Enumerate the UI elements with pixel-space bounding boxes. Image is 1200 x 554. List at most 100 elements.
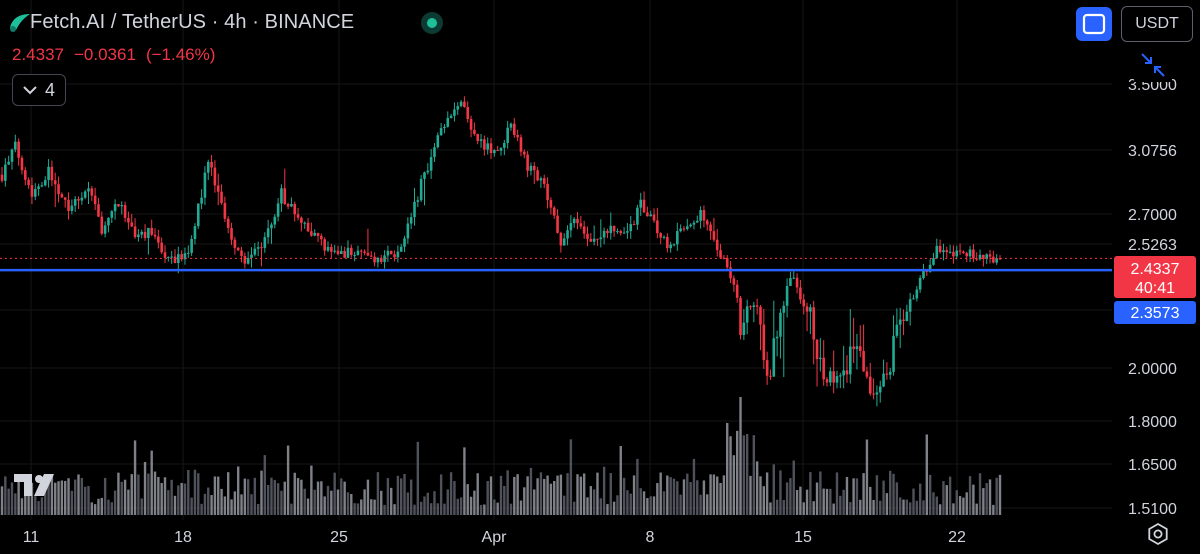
indicators-toggle-button[interactable]: 4	[12, 74, 66, 106]
candle-body	[609, 225, 613, 234]
market-open-icon[interactable]	[421, 12, 443, 34]
volume-bar	[995, 477, 998, 515]
candle-body	[60, 194, 64, 198]
candle-body	[785, 285, 789, 306]
candle-body	[220, 191, 223, 203]
volume-bar	[872, 499, 875, 515]
volume-bar	[659, 472, 662, 515]
volume-bar	[785, 482, 789, 515]
volume-bar	[775, 499, 779, 515]
candle-body	[386, 250, 390, 256]
candle-body	[399, 246, 403, 252]
candle-body	[612, 225, 616, 232]
candle-body	[962, 251, 965, 254]
time-axis[interactable]: 11 18 25 Apr 8 15 22	[23, 529, 966, 546]
volume-bar	[982, 488, 985, 515]
candle-body	[113, 204, 117, 212]
volume-bar	[835, 472, 839, 515]
volume-bar	[765, 472, 769, 515]
volume-bar	[915, 500, 919, 515]
candle-body	[626, 231, 629, 233]
volume-bar	[582, 473, 586, 515]
volume-bar	[849, 502, 852, 515]
volume-bar	[968, 476, 972, 515]
candle-body	[559, 232, 563, 246]
candle-body	[43, 180, 47, 186]
collapse-icon[interactable]	[1134, 48, 1172, 82]
candle-body	[40, 185, 44, 187]
candle-body	[619, 231, 623, 234]
volume-bar	[256, 504, 260, 515]
volume-bar	[799, 486, 802, 515]
volume-bar	[64, 480, 67, 515]
candle-body	[429, 157, 433, 171]
volume-bar	[213, 476, 217, 515]
volume-bar	[436, 503, 439, 515]
volume-bar	[569, 439, 573, 515]
y-tick-label: 2.7000	[1128, 207, 1177, 224]
x-tick-label: 15	[794, 529, 812, 546]
volume-bar	[699, 494, 702, 515]
candle-body	[130, 222, 134, 227]
volume-bar	[283, 481, 286, 515]
candle-body	[250, 254, 253, 259]
status-dot	[427, 18, 437, 28]
candle-body	[616, 231, 619, 233]
fullscreen-button[interactable]	[1076, 7, 1112, 41]
candle-body	[303, 222, 307, 224]
volume-bar	[779, 470, 782, 515]
volume-bar	[782, 500, 785, 515]
candle-body	[173, 256, 177, 263]
volume-bar	[586, 497, 589, 515]
candle-body	[127, 217, 130, 223]
currency-button[interactable]: USDT	[1121, 6, 1193, 42]
candle-body	[133, 226, 137, 238]
volume-bar	[596, 472, 599, 515]
candle-body	[473, 129, 476, 134]
candle-body	[669, 244, 672, 249]
volume-bar	[802, 502, 805, 515]
volume-bar	[439, 474, 443, 515]
candle-body	[639, 199, 643, 208]
candle-body	[223, 202, 227, 219]
candle-body	[682, 228, 686, 230]
volume-bar	[263, 455, 267, 515]
volume-bar	[130, 474, 133, 515]
candle-body	[739, 297, 742, 335]
x-tick-label: 22	[948, 529, 966, 546]
gear-icon[interactable]	[1146, 522, 1170, 546]
volume-bar	[4, 476, 7, 515]
volume-bar	[825, 488, 829, 515]
price-change-percent: (−1.46%)	[145, 45, 216, 64]
volume-bar	[679, 494, 682, 515]
candle-body	[236, 247, 240, 251]
candle-body	[47, 166, 50, 181]
volume-bar	[393, 504, 396, 515]
candle-body	[30, 185, 34, 197]
candle-body	[439, 128, 443, 136]
candle-body	[935, 245, 939, 259]
candle-body	[17, 141, 20, 158]
volume-bar	[87, 486, 90, 515]
candle-body	[20, 157, 24, 171]
volume-bar	[433, 491, 436, 515]
symbol-title[interactable]: Fetch.AI / TetherUS · 4h · BINANCE	[30, 11, 355, 33]
volume-bar	[356, 503, 360, 515]
candle-body	[443, 126, 446, 129]
candle-body	[53, 180, 57, 185]
candle-body	[792, 277, 796, 279]
volume-bar	[972, 484, 975, 515]
volume-bar	[273, 480, 276, 515]
candle-body	[769, 375, 772, 377]
candle-body	[572, 218, 576, 224]
volume-bar	[592, 489, 596, 515]
candle-body	[366, 252, 370, 256]
volume-bar	[366, 479, 370, 515]
candle-body	[280, 188, 283, 204]
candle-body	[190, 238, 193, 253]
candle-body	[210, 161, 213, 168]
last-price: 2.4337	[12, 45, 64, 64]
candle-body	[692, 222, 696, 225]
volume-bar	[93, 504, 97, 515]
